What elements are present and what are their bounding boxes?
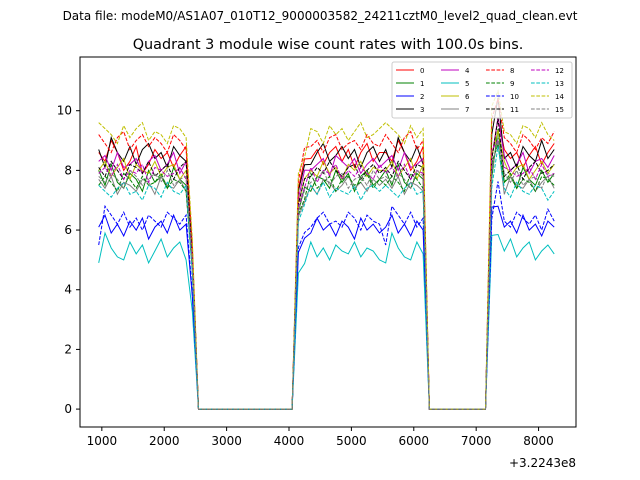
series-line-8 — [98, 98, 555, 410]
legend-label-1: 1 — [420, 80, 424, 88]
x-tick-label: 7000 — [461, 434, 492, 448]
x-tick-label: 2000 — [149, 434, 180, 448]
legend-label-14: 14 — [555, 93, 564, 101]
y-tick-label: 6 — [64, 223, 72, 237]
legend-label-6: 6 — [465, 93, 470, 101]
y-tick-label: 4 — [64, 283, 72, 297]
legend-label-13: 13 — [555, 80, 564, 88]
y-tick-label: 2 — [64, 342, 72, 356]
x-axis: 1000 2000 3000 4000 5000 6000 7000 8000 — [87, 427, 554, 448]
series-layer — [98, 89, 555, 410]
chart-title: Quadrant 3 module wise count rates with … — [133, 37, 524, 53]
x-tick-label: 6000 — [399, 434, 430, 448]
x-tick-label: 4000 — [274, 434, 305, 448]
x-tick-label: 5000 — [336, 434, 367, 448]
legend-label-10: 10 — [510, 93, 519, 101]
series-line-10 — [98, 181, 555, 410]
legend-label-8: 8 — [510, 67, 514, 75]
legend-label-3: 3 — [420, 106, 424, 114]
legend-label-11: 11 — [510, 106, 519, 114]
legend-label-2: 2 — [420, 93, 424, 101]
y-tick-label: 10 — [57, 104, 72, 118]
series-line-14 — [98, 89, 555, 410]
x-offset-label: +3.2243e8 — [509, 456, 576, 470]
series-line-11 — [98, 118, 555, 410]
y-tick-label: 0 — [64, 402, 72, 416]
legend-label-15: 15 — [555, 106, 564, 114]
x-tick-label: 3000 — [211, 434, 242, 448]
legend-label-4: 4 — [465, 67, 470, 75]
legend-box — [391, 61, 573, 119]
legend-label-5: 5 — [465, 80, 469, 88]
legend-label-7: 7 — [465, 106, 469, 114]
x-tick-label: 1000 — [87, 434, 118, 448]
x-tick-label: 8000 — [523, 434, 554, 448]
legend-label-12: 12 — [555, 67, 564, 75]
series-line-15 — [98, 137, 555, 410]
axes-frame — [79, 56, 577, 428]
y-axis: 0 2 4 6 8 10 — [57, 104, 80, 416]
legend-label-9: 9 — [510, 80, 514, 88]
y-tick-label: 8 — [64, 163, 72, 177]
legend-label-0: 0 — [420, 67, 424, 75]
figure-suptitle: Data file: modeM0/AS1A07_010T12_90000035… — [63, 9, 578, 23]
